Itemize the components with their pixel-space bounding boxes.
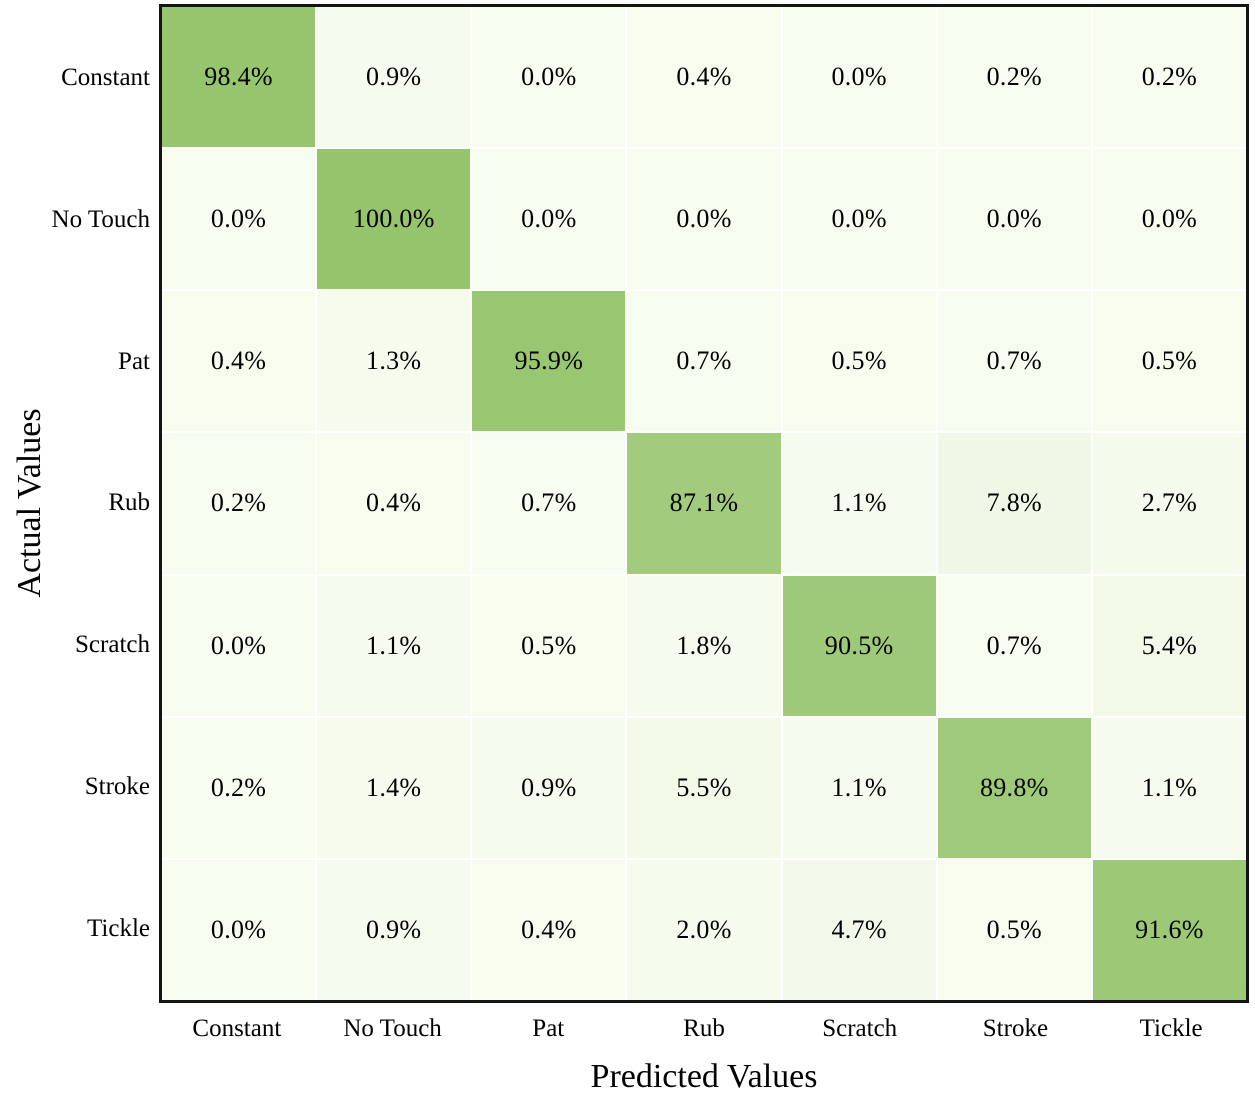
- x-tick-constant: Constant: [192, 1015, 282, 1042]
- x-axis-title: Predicted Values: [590, 1058, 818, 1095]
- matrix-cell-Rub-Pat: 0.7%: [472, 433, 626, 574]
- matrix-cell-Tickle-Scratch: 4.7%: [782, 859, 936, 1000]
- matrix-cell-Rub-Rub: 87.1%: [627, 433, 781, 574]
- matrix-cell-Constant-Rub: 0.4%: [627, 7, 781, 148]
- matrix-cell-Stroke-Constant: 0.2%: [162, 717, 316, 858]
- y-tick-pat: Pat: [118, 347, 150, 375]
- matrix-cell-Scratch-Pat: 0.5%: [472, 575, 626, 716]
- matrix-cell-Rub-Constant: 0.2%: [162, 433, 316, 574]
- matrix-cell-Constant-Scratch: 0.0%: [782, 7, 936, 148]
- y-tick-labels: Constant No Touch Pat Rub Scratch Stroke Tickl…: [0, 7, 150, 1000]
- matrix-cell-Tickle-Pat: 0.4%: [472, 859, 626, 1000]
- matrix-cell-Rub-Tickle: 2.7%: [1092, 433, 1246, 574]
- matrix-cell-Pat-Rub: 0.7%: [627, 291, 781, 432]
- matrix-cell-Pat-Stroke: 0.7%: [937, 291, 1091, 432]
- matrix-cell-Scratch-No Touch: 1.1%: [317, 575, 471, 716]
- matrix-cell-Constant-Stroke: 0.2%: [937, 7, 1091, 148]
- matrix-cell-Tickle-Constant: 0.0%: [162, 859, 316, 1000]
- matrix-cell-Rub-No Touch: 0.4%: [317, 433, 471, 574]
- x-tick-no-touch: No Touch: [343, 1015, 442, 1042]
- matrix-cell-Tickle-Rub: 2.0%: [627, 859, 781, 1000]
- matrix-cell-No Touch-No Touch: 100.0%: [317, 149, 471, 290]
- matrix-cell-Pat-Tickle: 0.5%: [1092, 291, 1246, 432]
- matrix-cell-Stroke-Scratch: 1.1%: [782, 717, 936, 858]
- matrix-cell-Stroke-Pat: 0.9%: [472, 717, 626, 858]
- y-tick-tickle: Tickle: [87, 915, 150, 943]
- matrix-cell-Stroke-No Touch: 1.4%: [317, 717, 471, 858]
- x-tick-rub: Rub: [683, 1015, 725, 1042]
- matrix-cell-No Touch-Stroke: 0.0%: [937, 149, 1091, 290]
- matrix-cell-No Touch-Scratch: 0.0%: [782, 149, 936, 290]
- matrix-cell-Constant-Constant: 98.4%: [162, 7, 316, 148]
- matrix-cell-Tickle-Stroke: 0.5%: [937, 859, 1091, 1000]
- matrix-cell-Scratch-Stroke: 0.7%: [937, 575, 1091, 716]
- y-tick-scratch: Scratch: [75, 631, 150, 659]
- x-tick-stroke: Stroke: [982, 1015, 1049, 1042]
- matrix-cell-Pat-No Touch: 1.3%: [317, 291, 471, 432]
- matrix-cell-Scratch-Rub: 1.8%: [627, 575, 781, 716]
- matrix-cell-Pat-Scratch: 0.5%: [782, 291, 936, 432]
- matrix-cell-Scratch-Constant: 0.0%: [162, 575, 316, 716]
- heatmap-grid: 98.4% 0.9% 0.0% 0.4% 0.0% 0.2% 0.2% 0.0% 100.0% 0…: [159, 4, 1249, 1003]
- matrix-cell-No Touch-Pat: 0.0%: [472, 149, 626, 290]
- matrix-cell-Scratch-Tickle: 5.4%: [1092, 575, 1246, 716]
- matrix-cell-Constant-No Touch: 0.9%: [317, 7, 471, 148]
- y-tick-no-touch: No Touch: [51, 205, 150, 233]
- matrix-cell-Pat-Constant: 0.4%: [162, 291, 316, 432]
- matrix-cell-No Touch-Constant: 0.0%: [162, 149, 316, 290]
- matrix-cell-Constant-Tickle: 0.2%: [1092, 7, 1246, 148]
- matrix-cell-Constant-Pat: 0.0%: [472, 7, 626, 148]
- matrix-cell-No Touch-Rub: 0.0%: [627, 149, 781, 290]
- matrix-cell-Pat-Pat: 95.9%: [472, 291, 626, 432]
- x-tick-scratch: Scratch: [822, 1015, 898, 1042]
- y-tick-stroke: Stroke: [84, 773, 150, 801]
- matrix-cell-Tickle-No Touch: 0.9%: [317, 859, 471, 1000]
- matrix-cell-Rub-Scratch: 1.1%: [782, 433, 936, 574]
- x-tick-pat: Pat: [532, 1015, 565, 1042]
- matrix-cell-Tickle-Tickle: 91.6%: [1092, 859, 1246, 1000]
- y-tick-rub: Rub: [108, 489, 150, 517]
- matrix-cell-Stroke-Tickle: 1.1%: [1092, 717, 1246, 858]
- matrix-cell-Scratch-Scratch: 90.5%: [782, 575, 936, 716]
- matrix-cell-Stroke-Rub: 5.5%: [627, 717, 781, 858]
- matrix-cell-Stroke-Stroke: 89.8%: [937, 717, 1091, 858]
- x-tick-labels: Constant No Touch Pat Rub Scratch Stroke Tickl…: [159, 1008, 1249, 1050]
- matrix-cell-No Touch-Tickle: 0.0%: [1092, 149, 1246, 290]
- x-tick-tickle: Tickle: [1139, 1015, 1203, 1042]
- matrix-cell-Rub-Stroke: 7.8%: [937, 433, 1091, 574]
- y-tick-constant: Constant: [61, 63, 150, 91]
